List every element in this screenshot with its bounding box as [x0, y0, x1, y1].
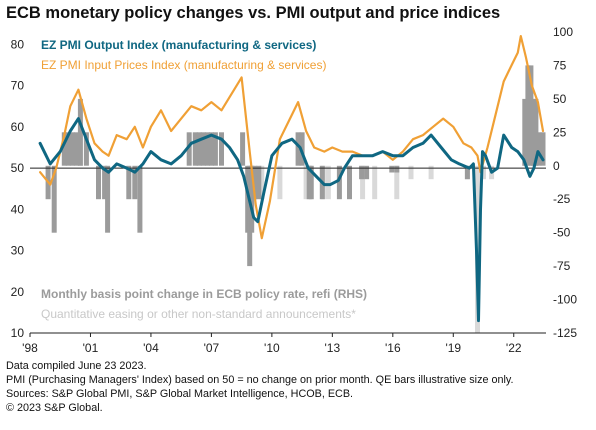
refi-bar	[249, 165, 255, 233]
x-tick-label: '13	[325, 341, 341, 355]
left-tick-label: 30	[11, 244, 25, 258]
left-tick-label: 20	[11, 285, 25, 299]
right-tick-label: -125	[553, 326, 577, 340]
x-tick-label: '07	[204, 341, 220, 355]
chart-title: ECB monetary policy changes vs. PMI outp…	[6, 4, 501, 22]
refi-bar	[105, 165, 111, 233]
x-tick-label: '98	[22, 341, 38, 355]
refi-bar	[256, 165, 262, 200]
qe-bar	[428, 165, 434, 180]
refi-bar	[102, 165, 108, 200]
qe-bar	[303, 165, 309, 200]
refi-bar	[51, 165, 57, 233]
qe-bar	[394, 165, 400, 200]
refi-bar	[347, 165, 352, 200]
refi-bar	[295, 132, 301, 166]
refi-bar	[308, 165, 314, 200]
legend-layer: EZ PMI Output Index (manufacturing & ser…	[41, 38, 367, 321]
legend-refi-bars: Monthly basis point change in ECB policy…	[41, 287, 367, 301]
footer-copyright: © 2023 S&P Global.	[6, 402, 103, 414]
refi-bar	[137, 165, 143, 233]
refi-bar	[96, 165, 101, 200]
refi-bar	[522, 98, 528, 166]
axes-layer: 10 20 30 40 50 60 70 80 100 75 50 25 0 -25 -50 -75 -100 -…	[11, 25, 578, 355]
refi-bar	[196, 132, 202, 166]
refi-bar	[533, 98, 539, 166]
lines-layer	[38, 35, 545, 323]
left-tick-label: 70	[11, 79, 25, 93]
refi-bar	[536, 132, 542, 166]
right-tick-label: 0	[553, 159, 560, 173]
x-tick-label: '10	[264, 341, 280, 355]
right-tick-label: -25	[553, 192, 571, 206]
refi-bar	[219, 132, 224, 166]
qe-bar	[408, 165, 414, 180]
refi-bar	[336, 165, 342, 200]
right-tick-label: -75	[553, 259, 571, 273]
qe-bar	[325, 165, 331, 200]
output-index-line	[38, 117, 545, 323]
x-tick-label: '01	[83, 341, 99, 355]
x-tick-label: '16	[385, 341, 401, 355]
refi-bar	[186, 132, 192, 166]
refi-bar	[65, 132, 71, 166]
refi-bar	[252, 165, 258, 200]
refi-bar	[73, 132, 79, 166]
refi-bar	[77, 98, 83, 166]
refi-bar	[240, 132, 246, 166]
refi-bar	[126, 165, 132, 200]
refi-bar	[83, 132, 89, 166]
right-tick-label: 50	[553, 92, 567, 106]
refi-bar	[212, 132, 218, 166]
right-tick-label: 75	[553, 58, 567, 72]
refi-bar	[132, 165, 138, 200]
qe-bar	[360, 165, 366, 200]
refi-bar	[69, 132, 75, 166]
footer-note: PMI (Purchasing Managers' Index) based o…	[6, 374, 514, 386]
left-tick-label: 80	[11, 37, 25, 51]
qe-bar	[259, 165, 265, 200]
right-tick-label: 100	[553, 25, 573, 39]
legend-input-prices-index: EZ PMI Input Prices Index (manufacturing…	[41, 58, 326, 72]
left-tick-label: 40	[11, 202, 25, 216]
legend-qe-bars: Quantitative easing or other non-standar…	[41, 307, 356, 321]
x-tick-label: '22	[506, 341, 522, 355]
footer-compiled: Data compiled June 23 2023.	[6, 360, 147, 372]
qe-bar	[277, 165, 283, 200]
x-tick-label: '19	[445, 341, 461, 355]
left-tick-label: 10	[11, 326, 25, 340]
qe-bar	[372, 165, 378, 200]
refi-bar	[61, 132, 67, 166]
x-tick-label: '04	[143, 341, 159, 355]
refi-bar	[192, 132, 198, 166]
refi-bar	[364, 165, 370, 180]
left-tick-label: 60	[11, 120, 25, 134]
refi-bar	[525, 65, 531, 166]
legend-output-index: EZ PMI Output Index (manufacturing & ser…	[41, 38, 316, 52]
refi-bar	[389, 165, 395, 173]
right-tick-label: 25	[553, 125, 567, 139]
right-tick-label: -100	[553, 293, 577, 307]
refi-bar	[464, 165, 470, 180]
refi-bar	[204, 132, 210, 166]
left-tick-label: 50	[11, 161, 25, 175]
footer-sources: Sources: S&P Global PMI, S&P Global Mark…	[6, 388, 354, 400]
refi-bar	[359, 165, 365, 180]
right-tick-label: -50	[553, 226, 571, 240]
refi-bar	[200, 132, 206, 166]
refi-bar	[208, 132, 214, 166]
refi-bar	[540, 132, 546, 166]
qe-bar	[481, 165, 486, 180]
refi-bar	[394, 165, 400, 173]
refi-bar	[530, 98, 536, 166]
